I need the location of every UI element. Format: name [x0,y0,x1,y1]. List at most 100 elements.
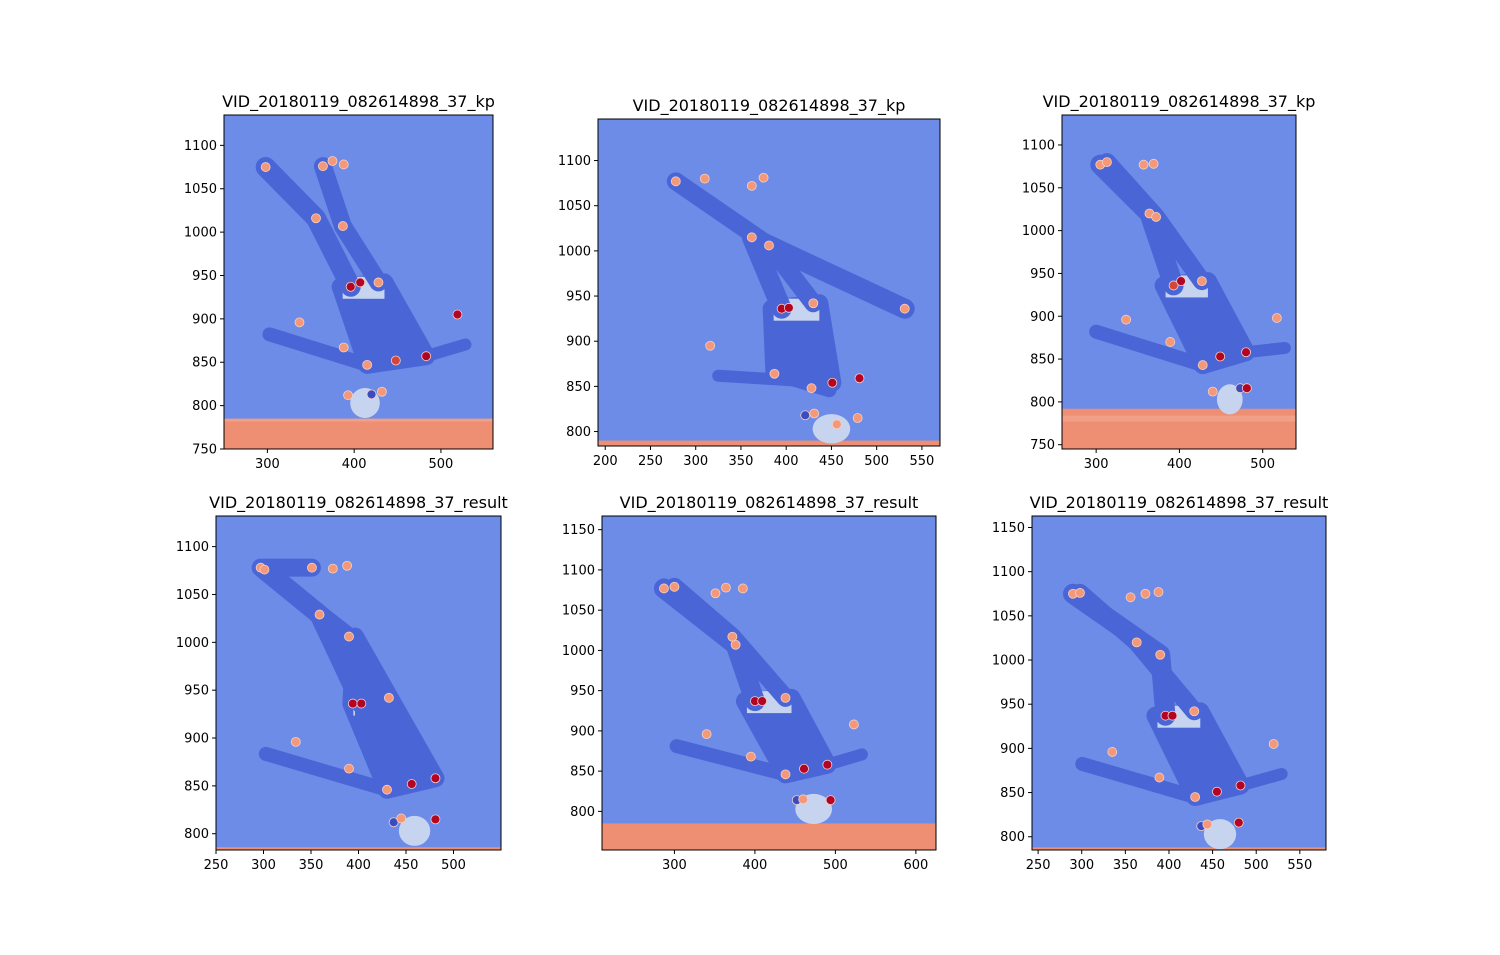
heatmap-image [216,516,501,850]
x-tick-label: 500 [864,454,889,469]
keypoint [737,583,748,594]
keypoint [452,309,463,320]
x-tick-label: 500 [1250,457,1275,472]
subplot-title: VID_20180119_082614898_37_result [209,493,508,513]
y-tick-label: 900 [184,732,209,747]
keypoint [764,240,774,251]
keypoint [290,736,301,747]
keypoint [806,383,817,394]
keypoint [362,359,373,370]
y-tick-label: 900 [1000,742,1025,757]
y-tick-label: 1000 [1022,224,1055,239]
x-tick-label: 500 [823,858,848,873]
y-tick-label: 800 [566,425,591,440]
x-tick-label: 550 [1287,858,1312,873]
keypoint [746,180,757,191]
x-tick-label: 350 [299,858,324,873]
x-tick-label: 450 [394,858,419,873]
y-tick-label: 1000 [562,644,595,659]
keypoint [808,298,819,309]
x-tick-label: 400 [346,858,371,873]
keypoint [780,692,791,703]
keypoint [746,232,757,243]
keypoint [670,176,681,187]
keypoint [799,763,809,774]
y-tick-label: 1100 [992,565,1025,580]
keypoint [1197,276,1207,287]
keypoint [1165,337,1176,347]
x-tick-label: 500 [441,858,466,873]
y-tick-label: 850 [1000,786,1025,801]
skater-right-arm [1234,767,1288,792]
keypoint [344,631,354,642]
keypoint [745,751,756,762]
keypoint [342,560,353,571]
y-tick-label: 1050 [184,182,217,197]
subplot-title: VID_20180119_082614898_37_kp [633,96,906,116]
y-tick-label: 950 [570,684,595,699]
y-tick-label: 1050 [558,199,591,214]
keypoint [1131,637,1142,648]
keypoint [377,386,387,397]
keypoint [1202,819,1213,830]
keypoint [852,413,863,423]
x-tick-label: 450 [1200,858,1225,873]
axes-frame [223,114,494,450]
keypoint [338,342,349,353]
y-tick-label: 800 [1000,830,1025,845]
x-tick-label: 600 [903,858,928,873]
y-tick-label: 850 [184,779,209,794]
y-tick-label: 1100 [184,139,217,154]
x-tick-label: 500 [429,457,454,472]
y-tick-label: 1050 [992,609,1025,624]
x-tick-label: 450 [819,454,844,469]
keypoint [1102,157,1112,168]
subplot-3: 300 400 500 750 800 850 900 950 1000 1050 1100 VID_… [1022,92,1316,472]
ice-streak [1062,415,1296,422]
keypoint [1125,592,1136,603]
x-tick-label: 550 [909,454,934,469]
keypoint [311,213,321,224]
y-tick-label: 950 [1000,698,1025,713]
keypoint [769,368,780,379]
keypoint [1268,739,1279,749]
skater-right-arm [821,748,868,771]
y-tick-label: 1050 [176,588,209,603]
keypoint [705,340,716,351]
subplot-5: 300 400 500 600 800 850 900 950 1000 1050 1100 1150… [562,493,937,873]
keypoint [831,419,842,430]
keypoint [356,698,367,709]
skater-left-arm [262,327,375,372]
keypoint [314,609,325,620]
y-tick-label: 1000 [558,244,591,259]
y-tick-label: 850 [570,765,595,780]
y-tick-label: 850 [566,380,591,395]
skater-right-arm [354,727,442,785]
x-tick-label: 400 [1157,858,1182,873]
x-tick-label: 300 [255,457,280,472]
y-tick-label: 950 [566,290,591,305]
keypoint [1168,280,1179,291]
keypoint [373,277,384,288]
y-tick-label: 1000 [992,654,1025,669]
keypoint [1176,276,1186,287]
keypoint [758,172,769,183]
keypoint [1155,649,1166,660]
heatmap-image [602,516,936,850]
y-tick-label: 800 [192,399,217,414]
y-tick-label: 1050 [1022,181,1055,196]
keypoint [669,581,680,592]
skater-head [1203,819,1237,850]
keypoint [382,784,392,795]
keypoint [721,582,731,593]
keypoint [406,779,417,789]
skater-right-arm [1240,341,1291,359]
axes-frame [1031,515,1327,851]
keypoint [825,795,836,806]
x-tick-label: 400 [342,457,367,472]
x-tick-label: 400 [1167,457,1192,472]
skater-left-arm [1089,324,1210,373]
x-tick-label: 250 [1026,858,1051,873]
subplot-1: 300 400 500 750 800 850 900 950 1000 1050 1100 VID_… [184,92,495,472]
